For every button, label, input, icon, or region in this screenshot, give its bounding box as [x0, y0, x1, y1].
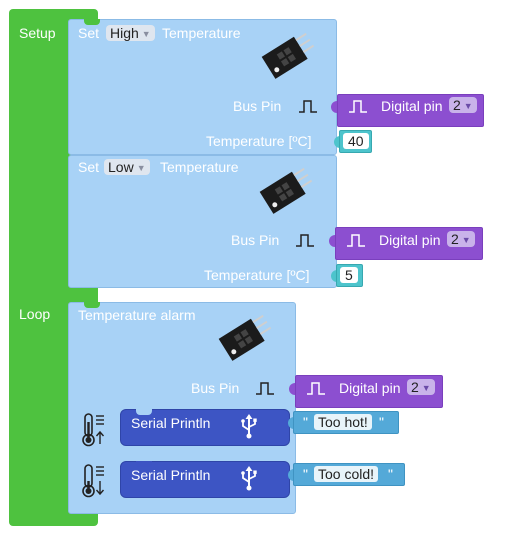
- hot-message-input[interactable]: Too hot!: [314, 414, 372, 430]
- chevron-down-icon: ▼: [421, 383, 431, 393]
- alarm-title: Temperature alarm: [78, 307, 196, 323]
- serial-println-label: Serial Println: [131, 415, 211, 431]
- block-notch: [136, 409, 152, 415]
- pulse-icon: [256, 382, 274, 395]
- usb-icon: [241, 414, 257, 439]
- set-high-prefix: Set: [78, 25, 100, 41]
- pulse-icon: [299, 100, 317, 113]
- input-connector: [329, 235, 335, 247]
- quote-close: ": [379, 414, 384, 430]
- sensor-module-icon: [261, 32, 315, 79]
- quote-close: ": [388, 466, 393, 482]
- level-dropdown-high[interactable]: High ▼: [106, 25, 155, 41]
- input-connector: [289, 383, 295, 395]
- digital-pin-label: Digital pin: [379, 232, 441, 248]
- quote-open: ": [303, 414, 308, 430]
- temperature-label: Temperature [ºC]: [206, 133, 312, 149]
- setup-label: Setup: [19, 25, 56, 41]
- pulse-icon: [296, 234, 314, 247]
- pulse-icon: [347, 234, 365, 247]
- block-notch: [136, 461, 152, 467]
- sensor-module-icon: [218, 314, 272, 361]
- cold-message-input[interactable]: Too cold!: [314, 466, 379, 482]
- serial-println-hot-block[interactable]: [120, 409, 290, 446]
- pulse-icon: [349, 100, 367, 113]
- block-notch: [84, 19, 100, 25]
- digital-pin-label: Digital pin: [339, 380, 401, 396]
- chevron-down-icon: ▼: [141, 29, 151, 39]
- digital-pin-label: Digital pin: [381, 98, 443, 114]
- thermometer-up-icon: [82, 413, 105, 447]
- block-notch: [84, 302, 100, 308]
- chevron-down-icon: ▼: [463, 101, 473, 111]
- set-low-suffix: Temperature: [160, 159, 239, 175]
- bus-pin-label: Bus Pin: [191, 380, 240, 396]
- input-connector: [288, 469, 294, 481]
- chevron-down-icon: ▼: [136, 163, 146, 173]
- sensor-module-icon: [259, 167, 313, 214]
- temperature-value-input[interactable]: 40: [343, 133, 369, 149]
- set-high-suffix: Temperature: [162, 25, 241, 41]
- usb-icon: [241, 466, 257, 491]
- pulse-icon: [307, 382, 325, 395]
- bus-pin-label: Bus Pin: [233, 98, 282, 114]
- serial-println-label: Serial Println: [131, 467, 211, 483]
- serial-println-cold-block[interactable]: [120, 461, 290, 498]
- bus-pin-label: Bus Pin: [231, 232, 280, 248]
- level-dropdown-low[interactable]: Low ▼: [104, 159, 150, 175]
- chevron-down-icon: ▼: [461, 235, 471, 245]
- input-connector: [331, 270, 337, 282]
- input-connector: [331, 101, 337, 113]
- thermometer-down-icon: [82, 464, 105, 498]
- input-connector: [288, 417, 294, 429]
- set-low-prefix: Set: [78, 159, 100, 175]
- digital-pin-dropdown[interactable]: 2 ▼: [449, 97, 477, 113]
- loop-label: Loop: [19, 306, 51, 322]
- input-connector: [334, 136, 340, 148]
- digital-pin-dropdown[interactable]: 2 ▼: [447, 231, 475, 247]
- digital-pin-dropdown[interactable]: 2 ▼: [407, 379, 435, 395]
- temperature-value-input[interactable]: 5: [340, 267, 358, 283]
- temperature-label: Temperature [ºC]: [204, 267, 310, 283]
- quote-open: ": [303, 466, 308, 482]
